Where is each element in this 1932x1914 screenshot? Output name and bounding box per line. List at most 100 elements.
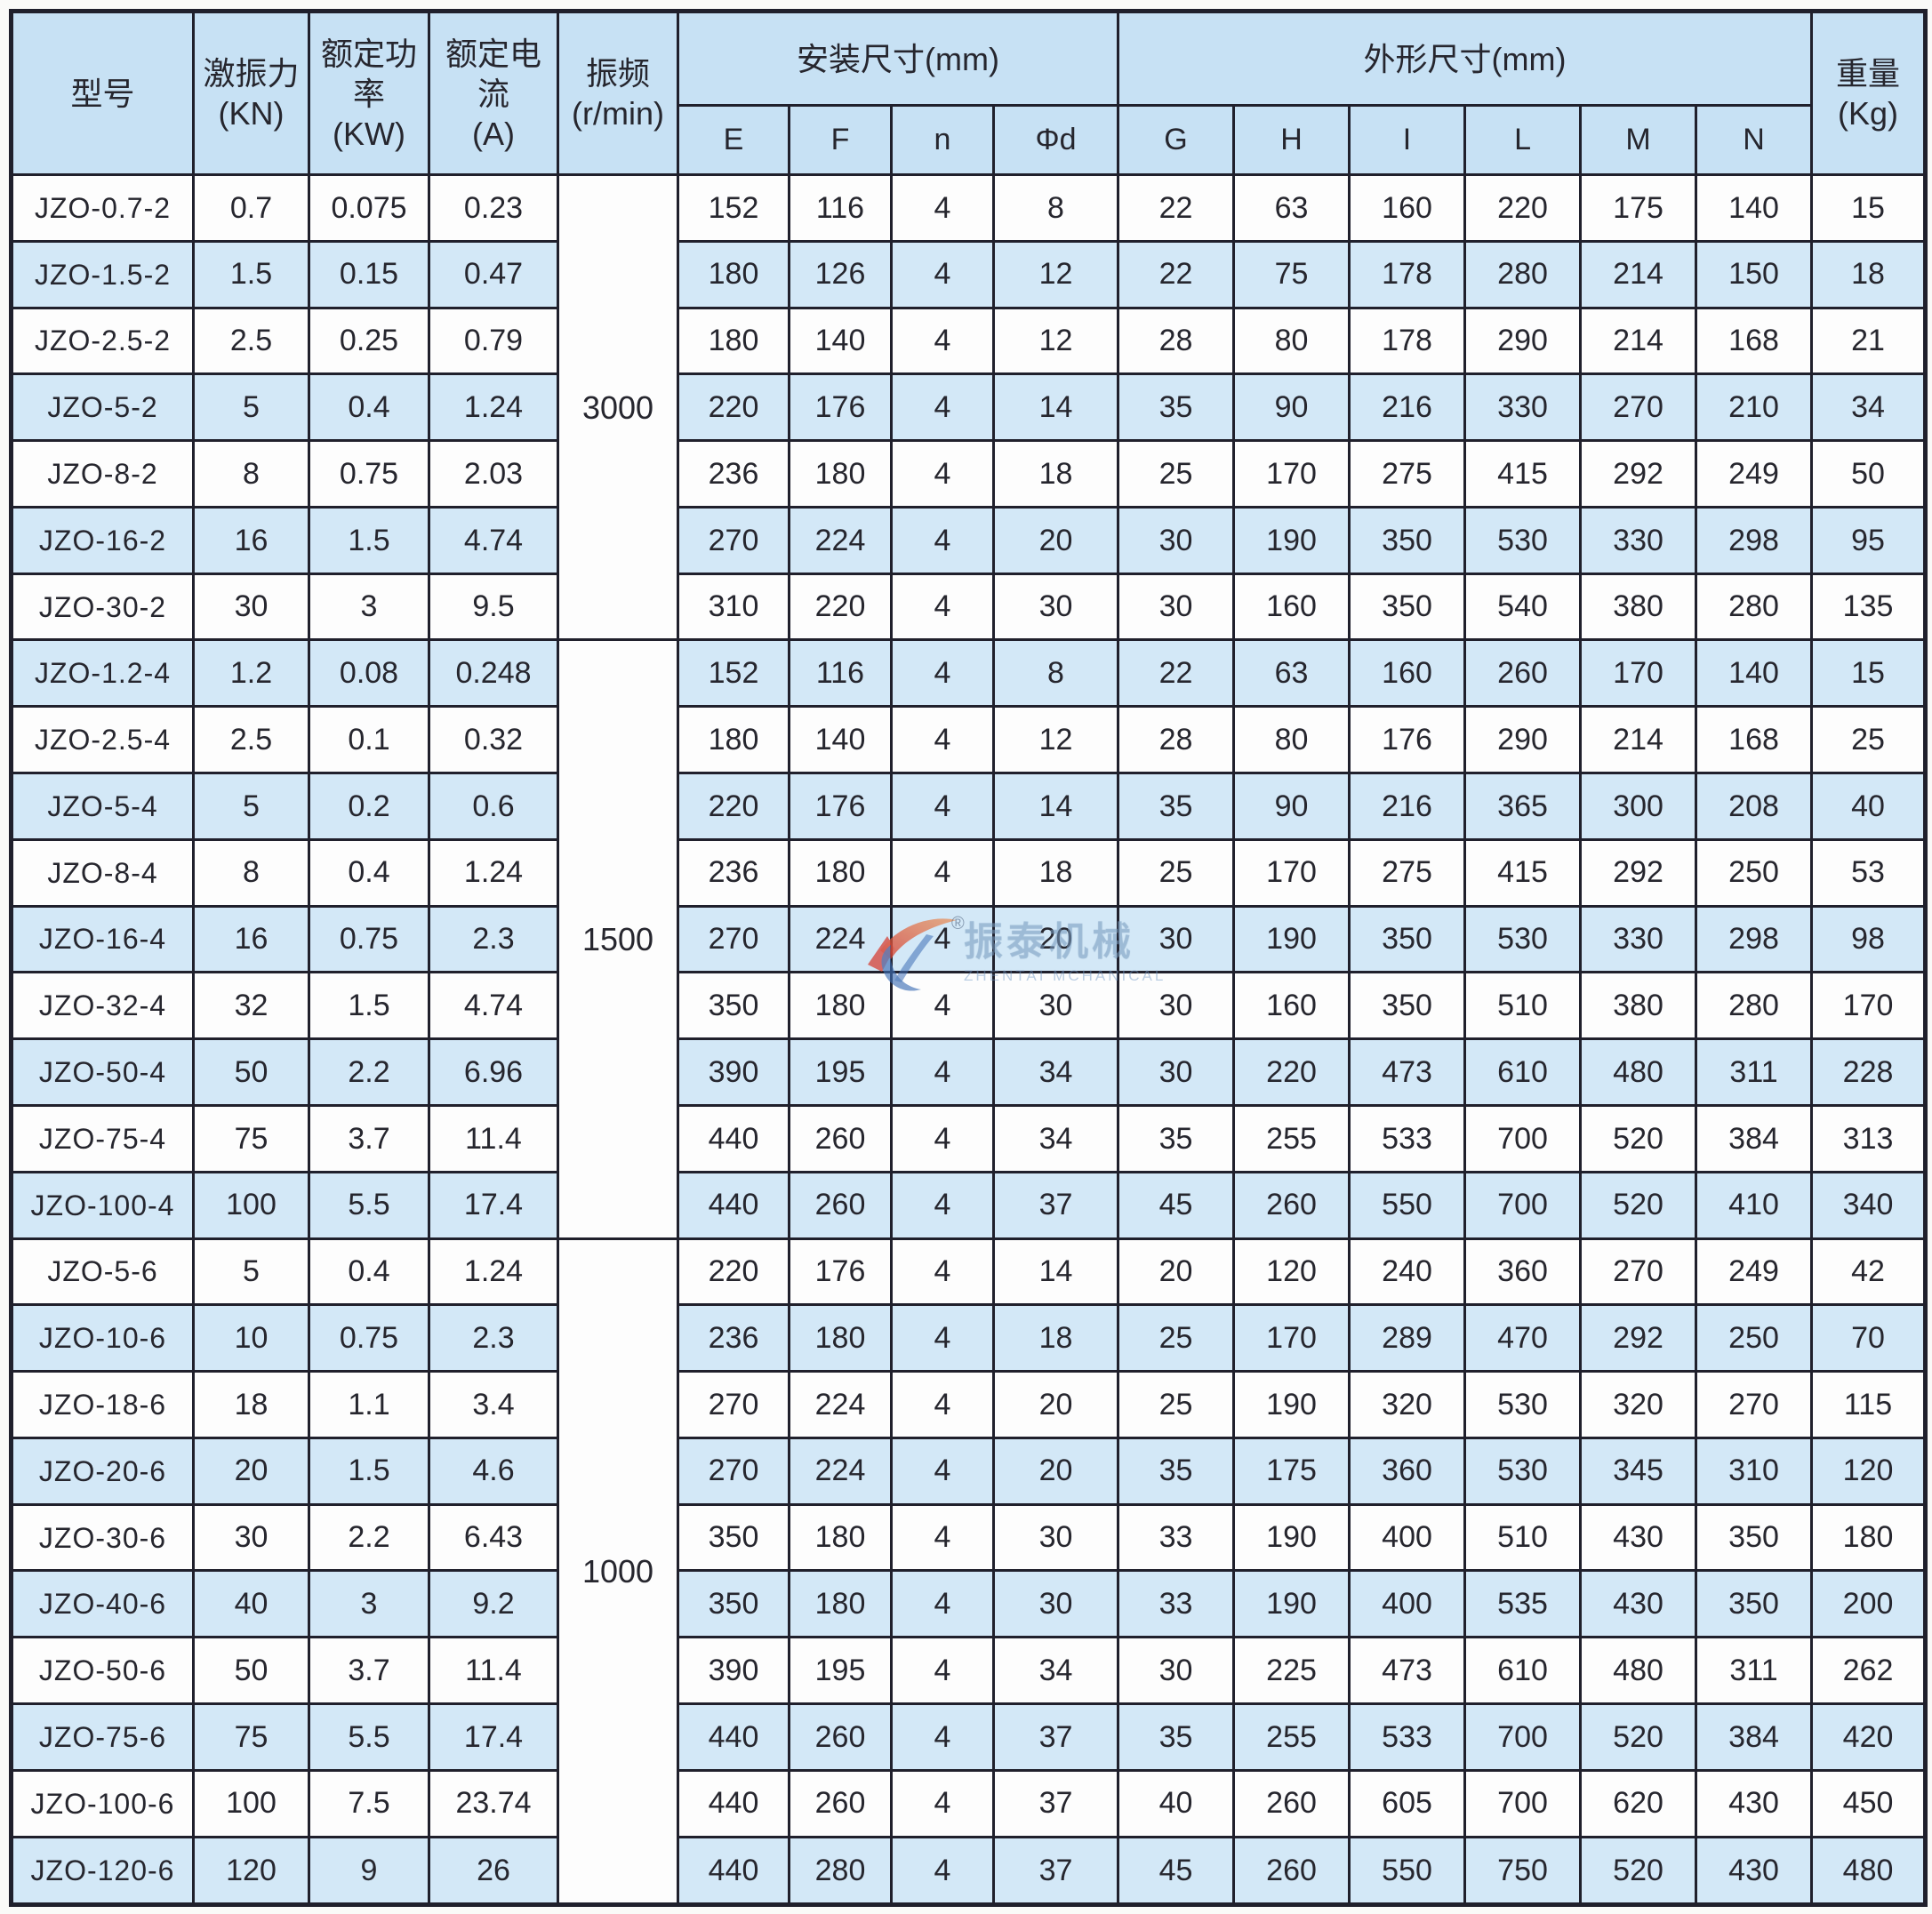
value-cell-d: 34 — [991, 1037, 1120, 1107]
value-cell-force: 40 — [192, 1569, 310, 1639]
value-cell-force: 5 — [192, 772, 310, 841]
table-row: JZO-5-4 5 0.2 0.6 220 176 4 14 35 90 216 365 300 208 4… — [10, 772, 1928, 841]
value-cell-force: 120 — [192, 1835, 310, 1907]
value-cell-I: 350 — [1348, 572, 1467, 642]
table-row: JZO-8-4 8 0.4 1.24 236 180 4 18 25 170 275 415 292 25… — [10, 837, 1928, 908]
value-cell-L: 700 — [1463, 1768, 1583, 1838]
value-cell-force: 10 — [192, 1303, 310, 1373]
value-cell-power: 3 — [308, 1569, 430, 1639]
model-cell: JZO-75-6 — [10, 1702, 195, 1772]
model-cell: JZO-100-4 — [10, 1170, 195, 1240]
value-cell-L: 700 — [1463, 1702, 1583, 1772]
value-cell-N: 350 — [1695, 1502, 1814, 1573]
header-power: 额定功率 (KW) — [308, 10, 430, 176]
value-cell-d: 14 — [991, 772, 1120, 841]
model-cell: JZO-32-4 — [10, 971, 195, 1041]
value-cell-L: 415 — [1463, 837, 1583, 908]
value-cell-E: 220 — [677, 772, 790, 841]
value-cell-power: 5.5 — [308, 1170, 430, 1240]
value-cell-L: 530 — [1463, 904, 1583, 974]
value-cell-weight: 450 — [1810, 1768, 1928, 1838]
value-cell-H: 170 — [1232, 1303, 1351, 1373]
value-cell-G: 35 — [1117, 372, 1236, 443]
value-cell-F: 176 — [788, 372, 893, 443]
value-cell-n: 4 — [890, 306, 995, 376]
value-cell-d: 8 — [991, 173, 1120, 243]
header-model: 型号 — [10, 10, 195, 176]
value-cell-d: 12 — [991, 239, 1120, 309]
value-cell-N: 168 — [1695, 705, 1814, 775]
value-cell-F: 195 — [788, 1636, 893, 1705]
value-cell-I: 216 — [1348, 772, 1467, 841]
value-cell-power: 2.2 — [308, 1037, 430, 1107]
value-cell-F: 260 — [788, 1170, 893, 1240]
value-cell-E: 390 — [677, 1037, 790, 1107]
value-cell-E: 310 — [677, 572, 790, 642]
value-cell-H: 90 — [1232, 772, 1351, 841]
value-cell-force: 75 — [192, 1702, 310, 1772]
table-row: JZO-1.2-4 1.2 0.08 0.248 1500 152 116 4 8 22 63 160… — [10, 638, 1928, 1240]
value-cell-force: 20 — [192, 1436, 310, 1506]
value-cell-power: 0.75 — [308, 1303, 430, 1373]
value-cell-I: 240 — [1348, 1237, 1467, 1307]
value-cell-E: 180 — [677, 306, 790, 376]
value-cell-M: 520 — [1579, 1835, 1698, 1907]
value-cell-F: 180 — [788, 837, 893, 908]
value-cell-current: 17.4 — [428, 1170, 559, 1240]
value-cell-I: 400 — [1348, 1502, 1467, 1573]
value-cell-current: 2.03 — [428, 439, 559, 509]
frequency-cell: 3000 — [557, 172, 679, 642]
value-cell-I: 473 — [1348, 1037, 1467, 1107]
value-cell-G: 25 — [1117, 837, 1236, 908]
value-cell-H: 255 — [1232, 1103, 1351, 1173]
value-cell-M: 330 — [1579, 904, 1698, 974]
value-cell-current: 4.6 — [428, 1436, 559, 1506]
value-cell-force: 18 — [192, 1370, 310, 1439]
value-cell-E: 152 — [677, 638, 790, 709]
value-cell-power: 0.25 — [308, 306, 430, 376]
value-cell-N: 250 — [1695, 1303, 1814, 1373]
value-cell-N: 249 — [1695, 1237, 1814, 1307]
value-cell-N: 208 — [1695, 772, 1814, 841]
value-cell-M: 480 — [1579, 1037, 1698, 1107]
value-cell-H: 190 — [1232, 1569, 1351, 1639]
value-cell-H: 260 — [1232, 1170, 1351, 1240]
model-cell: JZO-30-6 — [10, 1502, 195, 1573]
value-cell-G: 35 — [1117, 1436, 1236, 1506]
value-cell-F: 195 — [788, 1037, 893, 1107]
value-cell-current: 4.74 — [428, 971, 559, 1041]
value-cell-M: 214 — [1579, 306, 1698, 376]
table-row: JZO-1.5-2 1.5 0.15 0.47 180 126 4 12 22 75 178 280 2… — [10, 239, 1928, 309]
value-cell-F: 140 — [788, 306, 893, 376]
value-cell-force: 2.5 — [192, 306, 310, 376]
value-cell-power: 9 — [308, 1835, 430, 1907]
value-cell-weight: 40 — [1810, 772, 1928, 841]
value-cell-G: 22 — [1117, 239, 1236, 309]
value-cell-force: 30 — [192, 1502, 310, 1573]
value-cell-F: 126 — [788, 239, 893, 309]
value-cell-M: 320 — [1579, 1370, 1698, 1439]
value-cell-E: 440 — [677, 1103, 790, 1173]
frequency-cell: 1500 — [557, 638, 679, 1240]
value-cell-d: 30 — [991, 572, 1120, 642]
table-row: JZO-75-4 75 3.7 11.4 440 260 4 34 35 255 533 700 520… — [10, 1103, 1928, 1173]
table-row: JZO-40-6 40 3 9.2 350 180 4 30 33 190 400 535 430 350… — [10, 1569, 1928, 1639]
table-row: JZO-2.5-2 2.5 0.25 0.79 180 140 4 12 28 80 178 290 2… — [10, 306, 1928, 376]
value-cell-H: 80 — [1232, 306, 1351, 376]
value-cell-L: 750 — [1463, 1835, 1583, 1907]
value-cell-H: 255 — [1232, 1702, 1351, 1772]
subheader-φd: Φd — [991, 104, 1120, 176]
value-cell-F: 116 — [788, 638, 893, 709]
value-cell-H: 63 — [1232, 173, 1351, 243]
value-cell-H: 220 — [1232, 1037, 1351, 1107]
value-cell-weight: 420 — [1810, 1702, 1928, 1772]
value-cell-G: 25 — [1117, 1370, 1236, 1439]
value-cell-weight: 42 — [1810, 1237, 1928, 1307]
value-cell-I: 289 — [1348, 1303, 1467, 1373]
value-cell-power: 7.5 — [308, 1768, 430, 1838]
value-cell-force: 1.2 — [192, 638, 310, 709]
value-cell-power: 0.2 — [308, 772, 430, 841]
value-cell-N: 210 — [1695, 372, 1814, 443]
value-cell-I: 178 — [1348, 239, 1467, 309]
table-row: JZO-100-6 100 7.5 23.74 440 260 4 37 40 260 605 700… — [10, 1768, 1928, 1838]
